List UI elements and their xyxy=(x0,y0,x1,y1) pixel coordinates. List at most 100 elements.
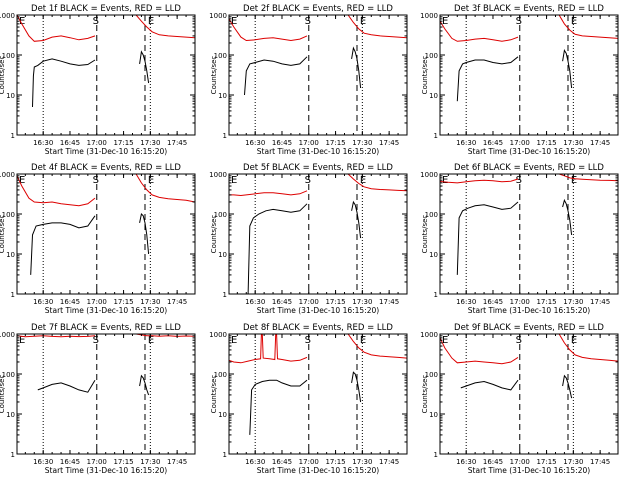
x-tick-label: 16:30 xyxy=(456,139,476,147)
events-series-line xyxy=(244,56,308,96)
y-tick-label: 1 xyxy=(11,291,15,299)
panel-9: Det 9f BLACK = Events, RED = LLD E S E 1 10 10… xyxy=(420,323,619,475)
x-tick-label: 17:45 xyxy=(167,298,187,306)
x-tick-label: 16:30 xyxy=(245,298,265,306)
x-tick-label: 16:45 xyxy=(272,298,292,306)
x-tick-label: 17:45 xyxy=(590,298,610,306)
panel-3: Det 3f BLACK = Events, RED = LLD E S E 1 10 10… xyxy=(420,4,619,156)
y-tick-label: 1 xyxy=(434,451,438,459)
plot-data xyxy=(440,334,618,399)
x-tick-label: 17:30 xyxy=(563,139,583,147)
x-tick-label: 16:30 xyxy=(245,139,265,147)
y-tick-label: 1 xyxy=(434,132,438,140)
lld-series-line xyxy=(347,15,407,39)
panel-1: Det 1f BLACK = Events, RED = LLD E S E 1 10 10… xyxy=(0,4,196,156)
plot-data xyxy=(17,15,195,108)
panel-title: Det 8f BLACK = Events, RED = LLD xyxy=(243,323,393,333)
x-tick-label: 17:45 xyxy=(167,139,187,147)
lld-series-line xyxy=(440,337,519,365)
plot-data xyxy=(440,174,618,275)
events-series-line xyxy=(460,379,519,391)
y-tick-label: 10 xyxy=(218,92,227,100)
marker-label-s: S xyxy=(516,16,522,27)
x-tick-label: 17:45 xyxy=(379,458,399,466)
y-tick-label: 1000 xyxy=(420,12,438,20)
lld-series-line xyxy=(17,15,96,42)
x-axis-label: Start Time (31-Dec-10 16:15:20) xyxy=(45,147,167,156)
y-tick-label: 100 xyxy=(2,211,15,219)
y-tick-label: 1000 xyxy=(0,171,15,179)
x-tick-label: 17:15 xyxy=(536,458,556,466)
x-axis-label: Start Time (31-Dec-10 16:15:20) xyxy=(45,306,167,315)
x-tick-label: 17:15 xyxy=(536,139,556,147)
lld-series-line xyxy=(347,174,407,192)
y-axis-label: Counts/sec xyxy=(0,56,6,95)
x-tick-label: 16:45 xyxy=(272,139,292,147)
x-axis-label: Start Time (31-Dec-10 16:15:20) xyxy=(468,466,590,475)
marker-label-s: S xyxy=(516,335,522,346)
lld-series-line xyxy=(17,335,96,338)
events-series-line xyxy=(351,200,362,239)
events-series-line xyxy=(247,203,308,294)
events-series-line xyxy=(139,374,150,396)
panel-title: Det 7f BLACK = Events, RED = LLD xyxy=(31,323,181,333)
y-tick-label: 100 xyxy=(425,211,438,219)
y-tick-label: 100 xyxy=(425,371,438,379)
y-tick-label: 100 xyxy=(425,52,438,60)
y-axis-label: Counts/sec xyxy=(421,56,429,95)
x-axis-label: Start Time (31-Dec-10 16:15:20) xyxy=(257,147,379,156)
x-tick-label: 17:15 xyxy=(325,139,345,147)
x-axis-label: Start Time (31-Dec-10 16:15:20) xyxy=(468,147,590,156)
x-tick-label: 17:30 xyxy=(352,139,372,147)
marker-label-e1: E xyxy=(19,175,25,186)
y-tick-label: 1000 xyxy=(420,171,438,179)
x-tick-label: 16:45 xyxy=(60,298,80,306)
marker-label-s: S xyxy=(93,175,99,186)
x-tick-label: 17:30 xyxy=(140,458,160,466)
y-tick-label: 10 xyxy=(429,251,438,259)
marker-label-e2: E xyxy=(148,16,154,27)
lld-series-line xyxy=(136,334,195,337)
x-tick-label: 17:15 xyxy=(113,458,133,466)
x-tick-label: 17:45 xyxy=(590,458,610,466)
y-tick-label: 10 xyxy=(6,92,15,100)
marker-label-e2: E xyxy=(571,16,577,27)
x-tick-label: 17:00 xyxy=(299,458,319,466)
events-series-line xyxy=(351,46,362,89)
x-tick-label: 17:15 xyxy=(325,458,345,466)
y-axis-label: Counts/sec xyxy=(421,375,429,414)
x-tick-label: 16:30 xyxy=(456,458,476,466)
x-tick-label: 16:45 xyxy=(483,298,503,306)
panel-8: Det 8f BLACK = Events, RED = LLD E S E 1 10 10… xyxy=(209,323,408,475)
y-tick-label: 10 xyxy=(6,251,15,259)
x-tick-label: 17:00 xyxy=(510,139,530,147)
x-tick-label: 17:15 xyxy=(113,139,133,147)
events-series-line xyxy=(37,379,96,393)
x-tick-label: 17:45 xyxy=(379,139,399,147)
marker-label-s: S xyxy=(93,16,99,27)
events-series-line xyxy=(249,379,308,435)
panel-title: Det 3f BLACK = Events, RED = LLD xyxy=(454,4,604,14)
x-tick-label: 17:45 xyxy=(590,139,610,147)
x-tick-label: 17:15 xyxy=(325,298,345,306)
panel-title: Det 9f BLACK = Events, RED = LLD xyxy=(454,323,604,333)
panel-2: Det 2f BLACK = Events, RED = LLD E S E 1 10 10… xyxy=(209,4,408,156)
y-tick-label: 10 xyxy=(218,251,227,259)
x-tick-label: 17:00 xyxy=(87,139,107,147)
y-tick-label: 1 xyxy=(223,132,227,140)
lld-series-line xyxy=(17,175,96,207)
x-tick-label: 16:45 xyxy=(272,458,292,466)
plot-data xyxy=(17,174,195,275)
lld-series-line xyxy=(135,174,195,203)
y-tick-label: 1000 xyxy=(209,171,227,179)
lld-series-line xyxy=(229,18,308,42)
y-tick-label: 100 xyxy=(214,211,227,219)
x-tick-label: 17:00 xyxy=(510,298,530,306)
marker-label-e2: E xyxy=(360,16,366,27)
x-tick-label: 17:15 xyxy=(113,298,133,306)
events-series-line xyxy=(562,49,573,89)
y-axis-label: Counts/sec xyxy=(210,56,218,95)
panel-5: Det 5f BLACK = Events, RED = LLD E S E 1 10 10… xyxy=(209,163,408,315)
y-tick-label: 100 xyxy=(2,371,15,379)
x-tick-label: 17:30 xyxy=(140,298,160,306)
